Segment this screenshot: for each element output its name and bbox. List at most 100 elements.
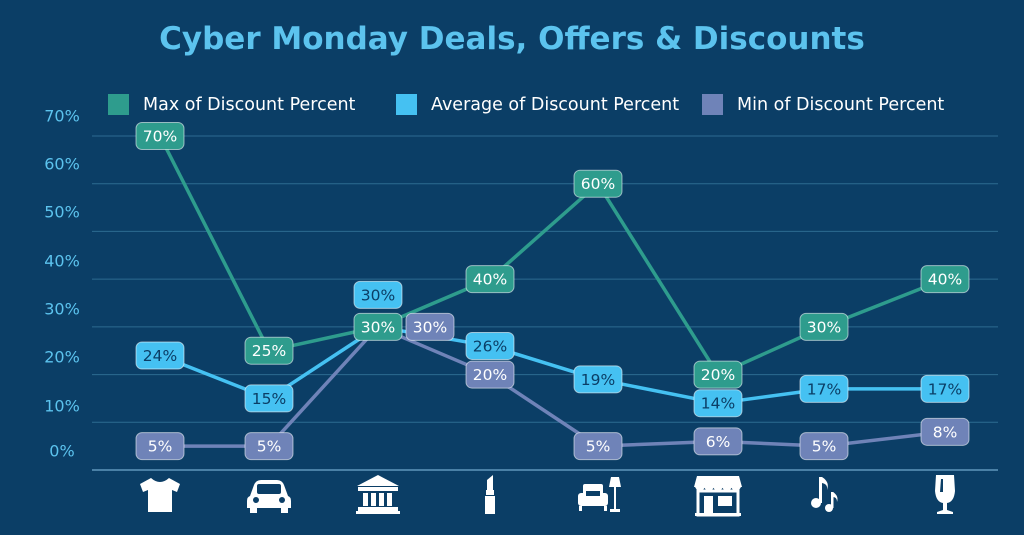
data-label: 8% [920, 417, 970, 446]
data-label-box [244, 432, 294, 461]
data-label-box [799, 432, 849, 461]
data-label: 5% [799, 432, 849, 461]
legend: Max of Discount Percent Average of Discou… [108, 94, 944, 115]
legend-swatch [702, 94, 723, 115]
data-label: 30% [353, 280, 403, 309]
tshirt-icon [140, 478, 180, 512]
data-label: 15% [244, 384, 294, 413]
data-label-box [465, 331, 515, 360]
data-label: 30% [353, 312, 403, 341]
data-label-box [244, 384, 294, 413]
data-label: 20% [465, 360, 515, 389]
store-icon [694, 476, 742, 517]
data-label-box [799, 374, 849, 403]
data-label-text: 17% [928, 380, 962, 398]
data-label-box [693, 360, 743, 389]
data-label: 6% [693, 427, 743, 456]
data-label-box [465, 360, 515, 389]
data-labels: 5% 5% 30% 20% 5% 6% 5% 8% 24% 15% 30% 26% 19% 14% 17% 1… [135, 122, 970, 461]
data-label-text: 40% [473, 271, 507, 289]
y-axis-ticks: 70% 60% 50% 40% 30% 20% 10% 0% [44, 107, 80, 461]
data-label-box [573, 432, 623, 461]
data-label-text: 60% [581, 175, 615, 193]
glass-icon [935, 475, 955, 514]
y-tick-label: 50% [44, 203, 80, 222]
data-label-text: 6% [706, 433, 731, 451]
legend-label: Min of Discount Percent [737, 95, 944, 115]
legend-swatch [396, 94, 417, 115]
data-label-text: 19% [581, 371, 615, 389]
data-label-box [353, 312, 403, 341]
data-label: 19% [573, 365, 623, 394]
data-label: 40% [465, 265, 515, 294]
data-label-box [244, 336, 294, 365]
category-icons [140, 475, 955, 517]
data-label: 60% [573, 169, 623, 198]
data-label-box [693, 389, 743, 418]
data-label: 40% [920, 265, 970, 294]
data-label-box [135, 341, 185, 370]
data-label-box [353, 280, 403, 309]
data-label-text: 5% [148, 438, 173, 456]
data-label-text: 8% [933, 423, 958, 441]
data-label: 5% [135, 432, 185, 461]
data-label-box [799, 312, 849, 341]
data-label: 25% [244, 336, 294, 365]
y-tick-label: 10% [44, 397, 80, 416]
data-label-text: 17% [807, 380, 841, 398]
legend-item: Max of Discount Percent [108, 94, 356, 115]
y-tick-label: 20% [44, 348, 80, 367]
data-label-text: 30% [361, 286, 395, 304]
data-label: 17% [799, 374, 849, 403]
data-label: 17% [920, 374, 970, 403]
data-label-text: 20% [701, 366, 735, 384]
data-label-text: 5% [586, 438, 611, 456]
data-label: 70% [135, 122, 185, 150]
data-label-box [920, 417, 970, 446]
data-label-text: 14% [701, 395, 735, 413]
legend-swatch [108, 94, 129, 115]
legend-item: Average of Discount Percent [396, 94, 679, 115]
data-label-box [135, 122, 185, 150]
data-label-box [920, 374, 970, 403]
data-label: 26% [465, 331, 515, 360]
data-label-text: 15% [252, 390, 286, 408]
data-label: 5% [244, 432, 294, 461]
data-label-box [573, 365, 623, 394]
data-label: 30% [799, 312, 849, 341]
data-label: 24% [135, 341, 185, 370]
data-label: 30% [405, 312, 455, 341]
data-label: 20% [693, 360, 743, 389]
data-label-box [465, 265, 515, 294]
data-label-box [405, 312, 455, 341]
lipstick-icon [485, 475, 495, 514]
y-tick-label: 40% [44, 252, 80, 271]
data-label-box [573, 169, 623, 198]
data-label-text: 26% [473, 337, 507, 355]
data-label-text: 25% [252, 342, 286, 360]
data-label-text: 24% [143, 347, 177, 365]
furniture-icon [578, 477, 621, 512]
music-icon [811, 477, 838, 512]
data-label-text: 70% [143, 128, 177, 146]
data-label-text: 40% [928, 271, 962, 289]
legend-label: Average of Discount Percent [431, 95, 679, 115]
data-label: 5% [573, 432, 623, 461]
data-label-text: 30% [413, 318, 447, 336]
data-label: 14% [693, 389, 743, 418]
y-tick-label: 70% [44, 107, 80, 126]
chart-title: Cyber Monday Deals, Offers & Discounts [159, 21, 865, 57]
car-icon [247, 480, 291, 513]
y-tick-label: 60% [44, 155, 80, 174]
grid-lines [92, 135, 998, 471]
data-label-text: 5% [257, 438, 282, 456]
data-label-text: 5% [812, 438, 837, 456]
data-label-text: 30% [361, 318, 395, 336]
data-label-box [920, 265, 970, 294]
bank-icon [356, 475, 400, 514]
y-tick-label: 30% [44, 300, 80, 319]
data-label-box [693, 427, 743, 456]
data-label-box [135, 432, 185, 461]
